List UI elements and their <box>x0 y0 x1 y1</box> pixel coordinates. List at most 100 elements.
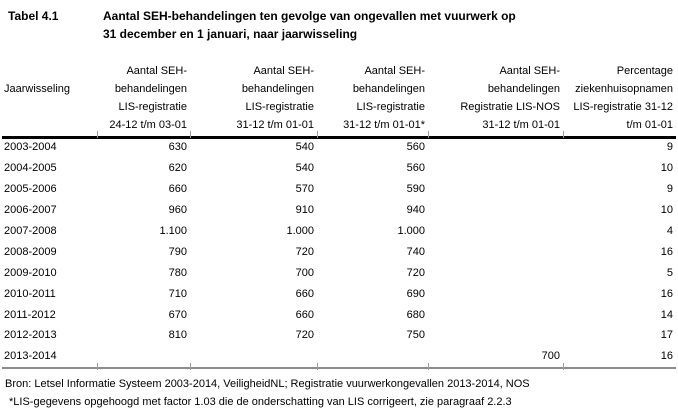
column-divider-tick <box>97 131 98 138</box>
cell-jaarwisseling: 2004-2005 <box>4 162 57 175</box>
cell-seh-lis-2412-0301: 620 <box>168 162 187 175</box>
cell-seh-lis-3112-0101-gecorrigeerd: 1.000 <box>397 225 425 237</box>
cell-seh-lis-3112-0101-gecorrigeerd: 750 <box>406 329 425 342</box>
cell-seh-lis-3112-0101 <box>190 346 317 367</box>
cell-seh-lis-2412-0301 <box>97 346 190 367</box>
cell-jaarwisseling: 2013-2014 <box>4 350 57 363</box>
cell-jaarwisseling: 2008-2009 <box>4 245 57 258</box>
cell-seh-lis-3112-0101-gecorrigeerd: 590 <box>406 183 425 196</box>
table-row: 2006-2007 960 910 940 10 <box>2 200 676 221</box>
cell-percentage-ziekenhuisopnamen: 16 <box>660 245 673 258</box>
cell-percentage-ziekenhuisopnamen: 10 <box>660 162 673 175</box>
table-row: 2005-2006 660 570 590 9 <box>2 179 676 200</box>
table-row: 2008-2009 790 720 740 16 <box>2 241 676 262</box>
cell-jaarwisseling: 2011-2012 <box>4 308 56 321</box>
cell-seh-lis-3112-0101: 660 <box>295 287 314 300</box>
cell-percentage-ziekenhuisopnamen: 16 <box>660 287 673 300</box>
table-title: Tabel 4.1 Aantal SEH-behandelingen ten g… <box>8 7 674 43</box>
table-row: 2009-2010 780 700 720 5 <box>2 262 676 283</box>
cell-seh-lis-nos <box>428 179 563 200</box>
cell-percentage-ziekenhuisopnamen: 9 <box>666 183 673 196</box>
column-header-jaarwisseling: Jaarwisseling <box>4 83 71 95</box>
cell-percentage-ziekenhuisopnamen: 9 <box>666 141 673 154</box>
cell-seh-lis-3112-0101-gecorrigeerd: 940 <box>406 204 425 217</box>
cell-percentage-ziekenhuisopnamen: 5 <box>666 266 673 279</box>
cell-seh-lis-nos <box>428 283 563 304</box>
cell-jaarwisseling: 2012-2013 <box>4 329 57 342</box>
footnote-line: *LIS-gegevens opgehoogd met factor 1.03 … <box>9 396 512 408</box>
column-divider-tick <box>563 363 564 370</box>
cell-seh-lis-3112-0101: 720 <box>295 245 314 258</box>
cell-seh-lis-2412-0301: 660 <box>168 183 187 196</box>
cell-seh-lis-2412-0301: 630 <box>168 141 187 154</box>
table-body: 2003-2004 630 540 560 9 2004-2005 620 540 560 10 2… <box>2 137 676 369</box>
cell-jaarwisseling: 2003-2004 <box>4 141 57 154</box>
cell-seh-lis-nos <box>428 137 563 158</box>
column-header-seh-lis-3112-0101: Aantal SEH-behandelingen LIS-registratie 3… <box>236 65 314 131</box>
cell-seh-lis-nos <box>428 158 563 179</box>
column-header-seh-lis-2412-0301: Aantal SEH-behandelingen LIS-registratie 2… <box>109 65 187 131</box>
cell-seh-lis-nos <box>428 304 563 325</box>
cell-percentage-ziekenhuisopnamen: 14 <box>660 308 673 321</box>
table-header: Jaarwisseling Aantal SEH-behandelingen LI… <box>2 62 676 139</box>
cell-seh-lis-2412-0301: 790 <box>168 245 187 258</box>
cell-jaarwisseling: 2009-2010 <box>4 266 57 279</box>
cell-seh-lis-2412-0301: 960 <box>168 204 187 217</box>
cell-seh-lis-nos <box>428 221 563 242</box>
cell-seh-lis-3112-0101: 540 <box>295 162 314 175</box>
table-row: 2007-2008 1.100 1.000 1.000 4 <box>2 221 676 242</box>
cell-percentage-ziekenhuisopnamen: 4 <box>666 225 673 237</box>
column-divider-tick <box>317 363 318 370</box>
cell-seh-lis-nos <box>428 325 563 346</box>
column-divider-tick <box>190 131 191 138</box>
column-divider-tick <box>317 131 318 138</box>
cell-seh-lis-2412-0301: 670 <box>168 308 187 321</box>
cell-seh-lis-2412-0301: 710 <box>168 287 187 300</box>
table-row: 2003-2004 630 540 560 9 <box>2 137 676 158</box>
cell-seh-lis-nos <box>428 241 563 262</box>
table-row: 2013-2014 700 16 <box>2 346 676 367</box>
column-header-percentage-ziekenhuisopnamen: Percentage ziekenhuisopnamen LIS-registrat… <box>573 65 673 131</box>
cell-seh-lis-nos: 700 <box>541 350 560 363</box>
column-header-seh-lis-3112-0101-gecorrigeerd: Aantal SEH-behandelingen LIS-registratie 3… <box>343 65 425 131</box>
cell-seh-lis-3112-0101: 700 <box>295 266 314 279</box>
column-divider-tick <box>97 363 98 370</box>
cell-seh-lis-3112-0101: 910 <box>295 204 314 217</box>
cell-seh-lis-3112-0101: 720 <box>295 329 314 342</box>
cell-seh-lis-3112-0101: 570 <box>295 183 314 196</box>
cell-jaarwisseling: 2006-2007 <box>4 204 57 217</box>
cell-seh-lis-3112-0101: 540 <box>295 141 314 154</box>
cell-seh-lis-3112-0101: 660 <box>295 308 314 321</box>
cell-seh-lis-3112-0101-gecorrigeerd: 560 <box>406 162 425 175</box>
cell-seh-lis-3112-0101-gecorrigeerd: 690 <box>406 287 425 300</box>
column-divider-tick <box>563 131 564 138</box>
column-divider-tick <box>428 363 429 370</box>
cell-seh-lis-2412-0301: 780 <box>168 266 187 279</box>
table-number: Tabel 4.1 <box>8 9 59 23</box>
cell-seh-lis-3112-0101-gecorrigeerd: 560 <box>406 141 425 154</box>
source-line: Bron: Letsel Informatie Systeem 2003-201… <box>5 378 530 390</box>
table-caption: Aantal SEH-behandelingen ten gevolge van… <box>103 7 516 43</box>
column-divider-tick <box>428 131 429 138</box>
cell-percentage-ziekenhuisopnamen: 16 <box>660 350 673 363</box>
cell-seh-lis-2412-0301: 1.100 <box>159 225 187 237</box>
cell-seh-lis-3112-0101-gecorrigeerd: 740 <box>406 245 425 258</box>
cell-seh-lis-2412-0301: 810 <box>168 329 187 342</box>
cell-seh-lis-3112-0101-gecorrigeerd <box>317 346 428 367</box>
column-divider-tick <box>190 363 191 370</box>
table-caption-line2: 31 december en 1 januari, naar jaarwisse… <box>103 27 358 41</box>
table-row: 2012-2013 810 720 750 17 <box>2 325 676 346</box>
column-header-seh-lis-nos: Aantal SEH-behandelingen Registratie LIS-… <box>460 65 560 131</box>
cell-seh-lis-nos <box>428 262 563 283</box>
cell-seh-lis-3112-0101-gecorrigeerd: 720 <box>406 266 425 279</box>
table-row: 2010-2011 710 660 690 16 <box>2 283 676 304</box>
table-row: 2011-2012 670 660 680 14 <box>2 304 676 325</box>
cell-jaarwisseling: 2005-2006 <box>4 183 57 196</box>
cell-jaarwisseling: 2007-2008 <box>4 225 57 237</box>
cell-seh-lis-3112-0101: 1.000 <box>286 225 314 237</box>
cell-seh-lis-3112-0101-gecorrigeerd: 680 <box>406 308 425 321</box>
cell-seh-lis-nos <box>428 200 563 221</box>
table-caption-line1: Aantal SEH-behandelingen ten gevolge van… <box>103 9 516 23</box>
table-row: 2004-2005 620 540 560 10 <box>2 158 676 179</box>
